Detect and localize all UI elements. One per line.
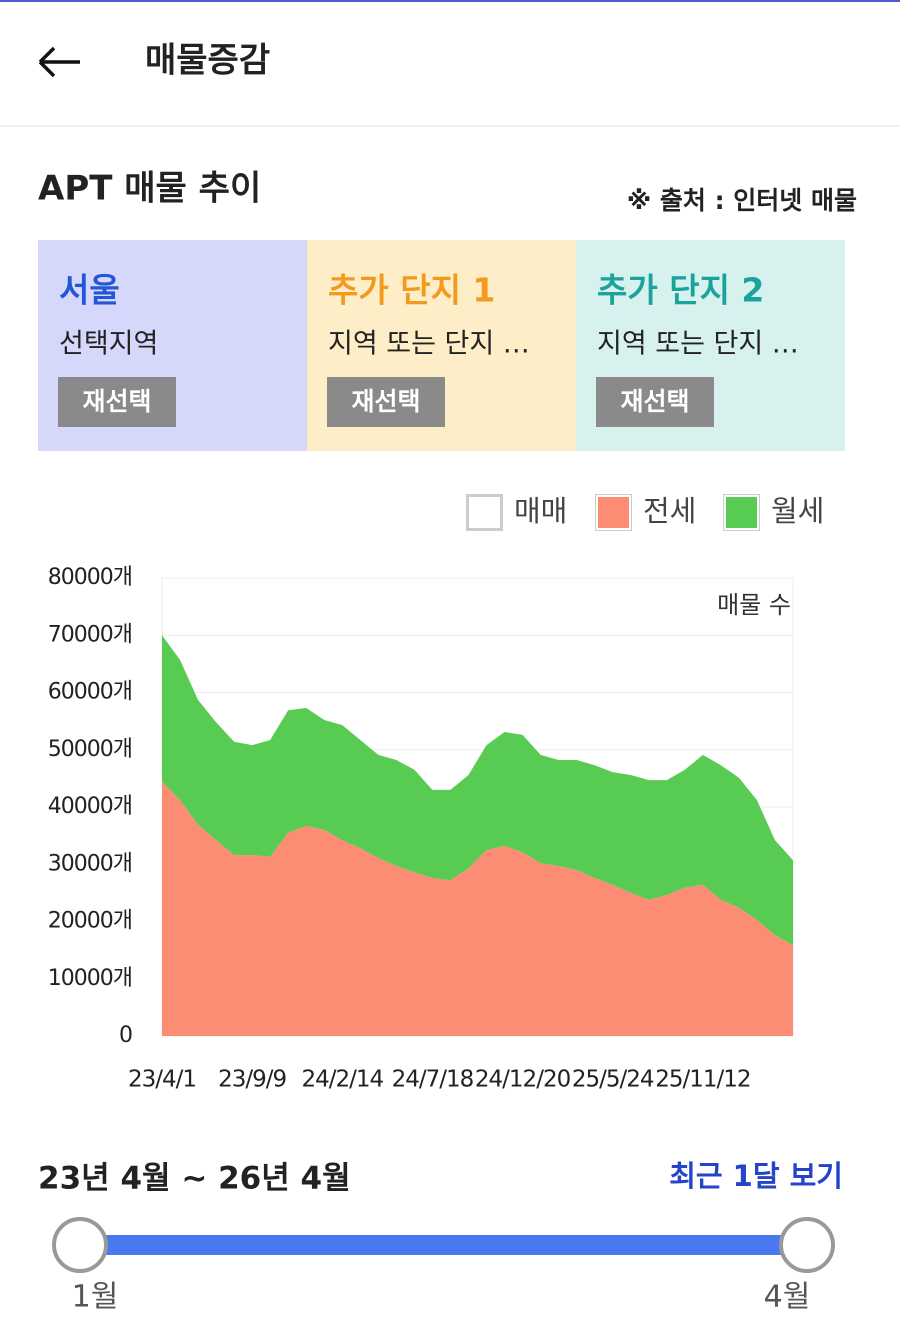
selector-subtitle: 지역 또는 단지 … <box>328 329 530 360</box>
y-tick-label: 10000개 <box>48 966 132 991</box>
x-tick-label: 24/2/14 <box>301 1067 383 1093</box>
reselect-button[interactable] <box>327 377 445 427</box>
section-title: APT 매물 추이 <box>38 169 261 209</box>
top-border <box>0 0 900 2</box>
area <box>162 635 793 945</box>
y-tick-label: 30000개 <box>48 851 132 876</box>
selector-title: 추가 단지 2 <box>597 271 764 310</box>
reselect-button[interactable] <box>58 377 176 427</box>
legend-swatch <box>596 495 631 530</box>
range-label: 23년 4월 ~ 26년 4월 <box>38 1161 351 1197</box>
selector-title: 추가 단지 1 <box>328 271 495 310</box>
back-arrow[interactable] <box>38 46 80 78</box>
area <box>162 781 793 1036</box>
legend-swatch <box>467 495 502 530</box>
chart-annotation: 매물 수 <box>717 591 791 619</box>
legend-label: 전세 <box>643 494 696 528</box>
reselect-button[interactable] <box>596 377 714 427</box>
slider-end: 4월 <box>764 1280 811 1315</box>
slider-knob[interactable] <box>52 1217 108 1273</box>
reselect-label: 재선택 <box>620 387 689 416</box>
source-note: ※ 출처 : 인터넷 매물 <box>627 186 857 215</box>
selector-title: 서울 <box>59 271 120 310</box>
y-tick-label: 50000개 <box>48 737 132 762</box>
recent-link[interactable]: 최근 1달 보기 <box>669 1159 843 1193</box>
legend-swatch <box>724 495 759 530</box>
x-tick-label: 25/11/12 <box>655 1067 750 1093</box>
y-tick-label: 40000개 <box>48 794 132 819</box>
selector-subtitle: 선택지역 <box>59 329 158 360</box>
x-tick-label: 24/7/18 <box>392 1067 474 1093</box>
legend-label: 매매 <box>514 494 567 528</box>
y-tick-label: 0 <box>119 1023 132 1048</box>
x-tick-label: 24/12/20 <box>475 1067 571 1093</box>
slider-start: 1월 <box>72 1280 119 1315</box>
slider-knob[interactable] <box>779 1217 835 1273</box>
selector-subtitle: 지역 또는 단지 … <box>597 329 799 360</box>
y-tick-label: 70000개 <box>48 622 132 647</box>
header-title: 매물증감 <box>145 41 270 81</box>
y-tick-label: 20000개 <box>48 909 132 934</box>
reselect-label: 재선택 <box>351 387 420 416</box>
x-tick-label: 23/9/9 <box>218 1067 286 1093</box>
slider-track <box>80 1235 807 1255</box>
y-tick-label: 60000개 <box>48 680 132 705</box>
legend-label: 월세 <box>771 494 824 528</box>
x-tick-label: 23/4/1 <box>128 1067 196 1093</box>
reselect-label: 재선택 <box>82 387 151 416</box>
y-tick-label: 80000개 <box>48 565 132 590</box>
x-tick-label: 25/5/24 <box>572 1067 654 1093</box>
